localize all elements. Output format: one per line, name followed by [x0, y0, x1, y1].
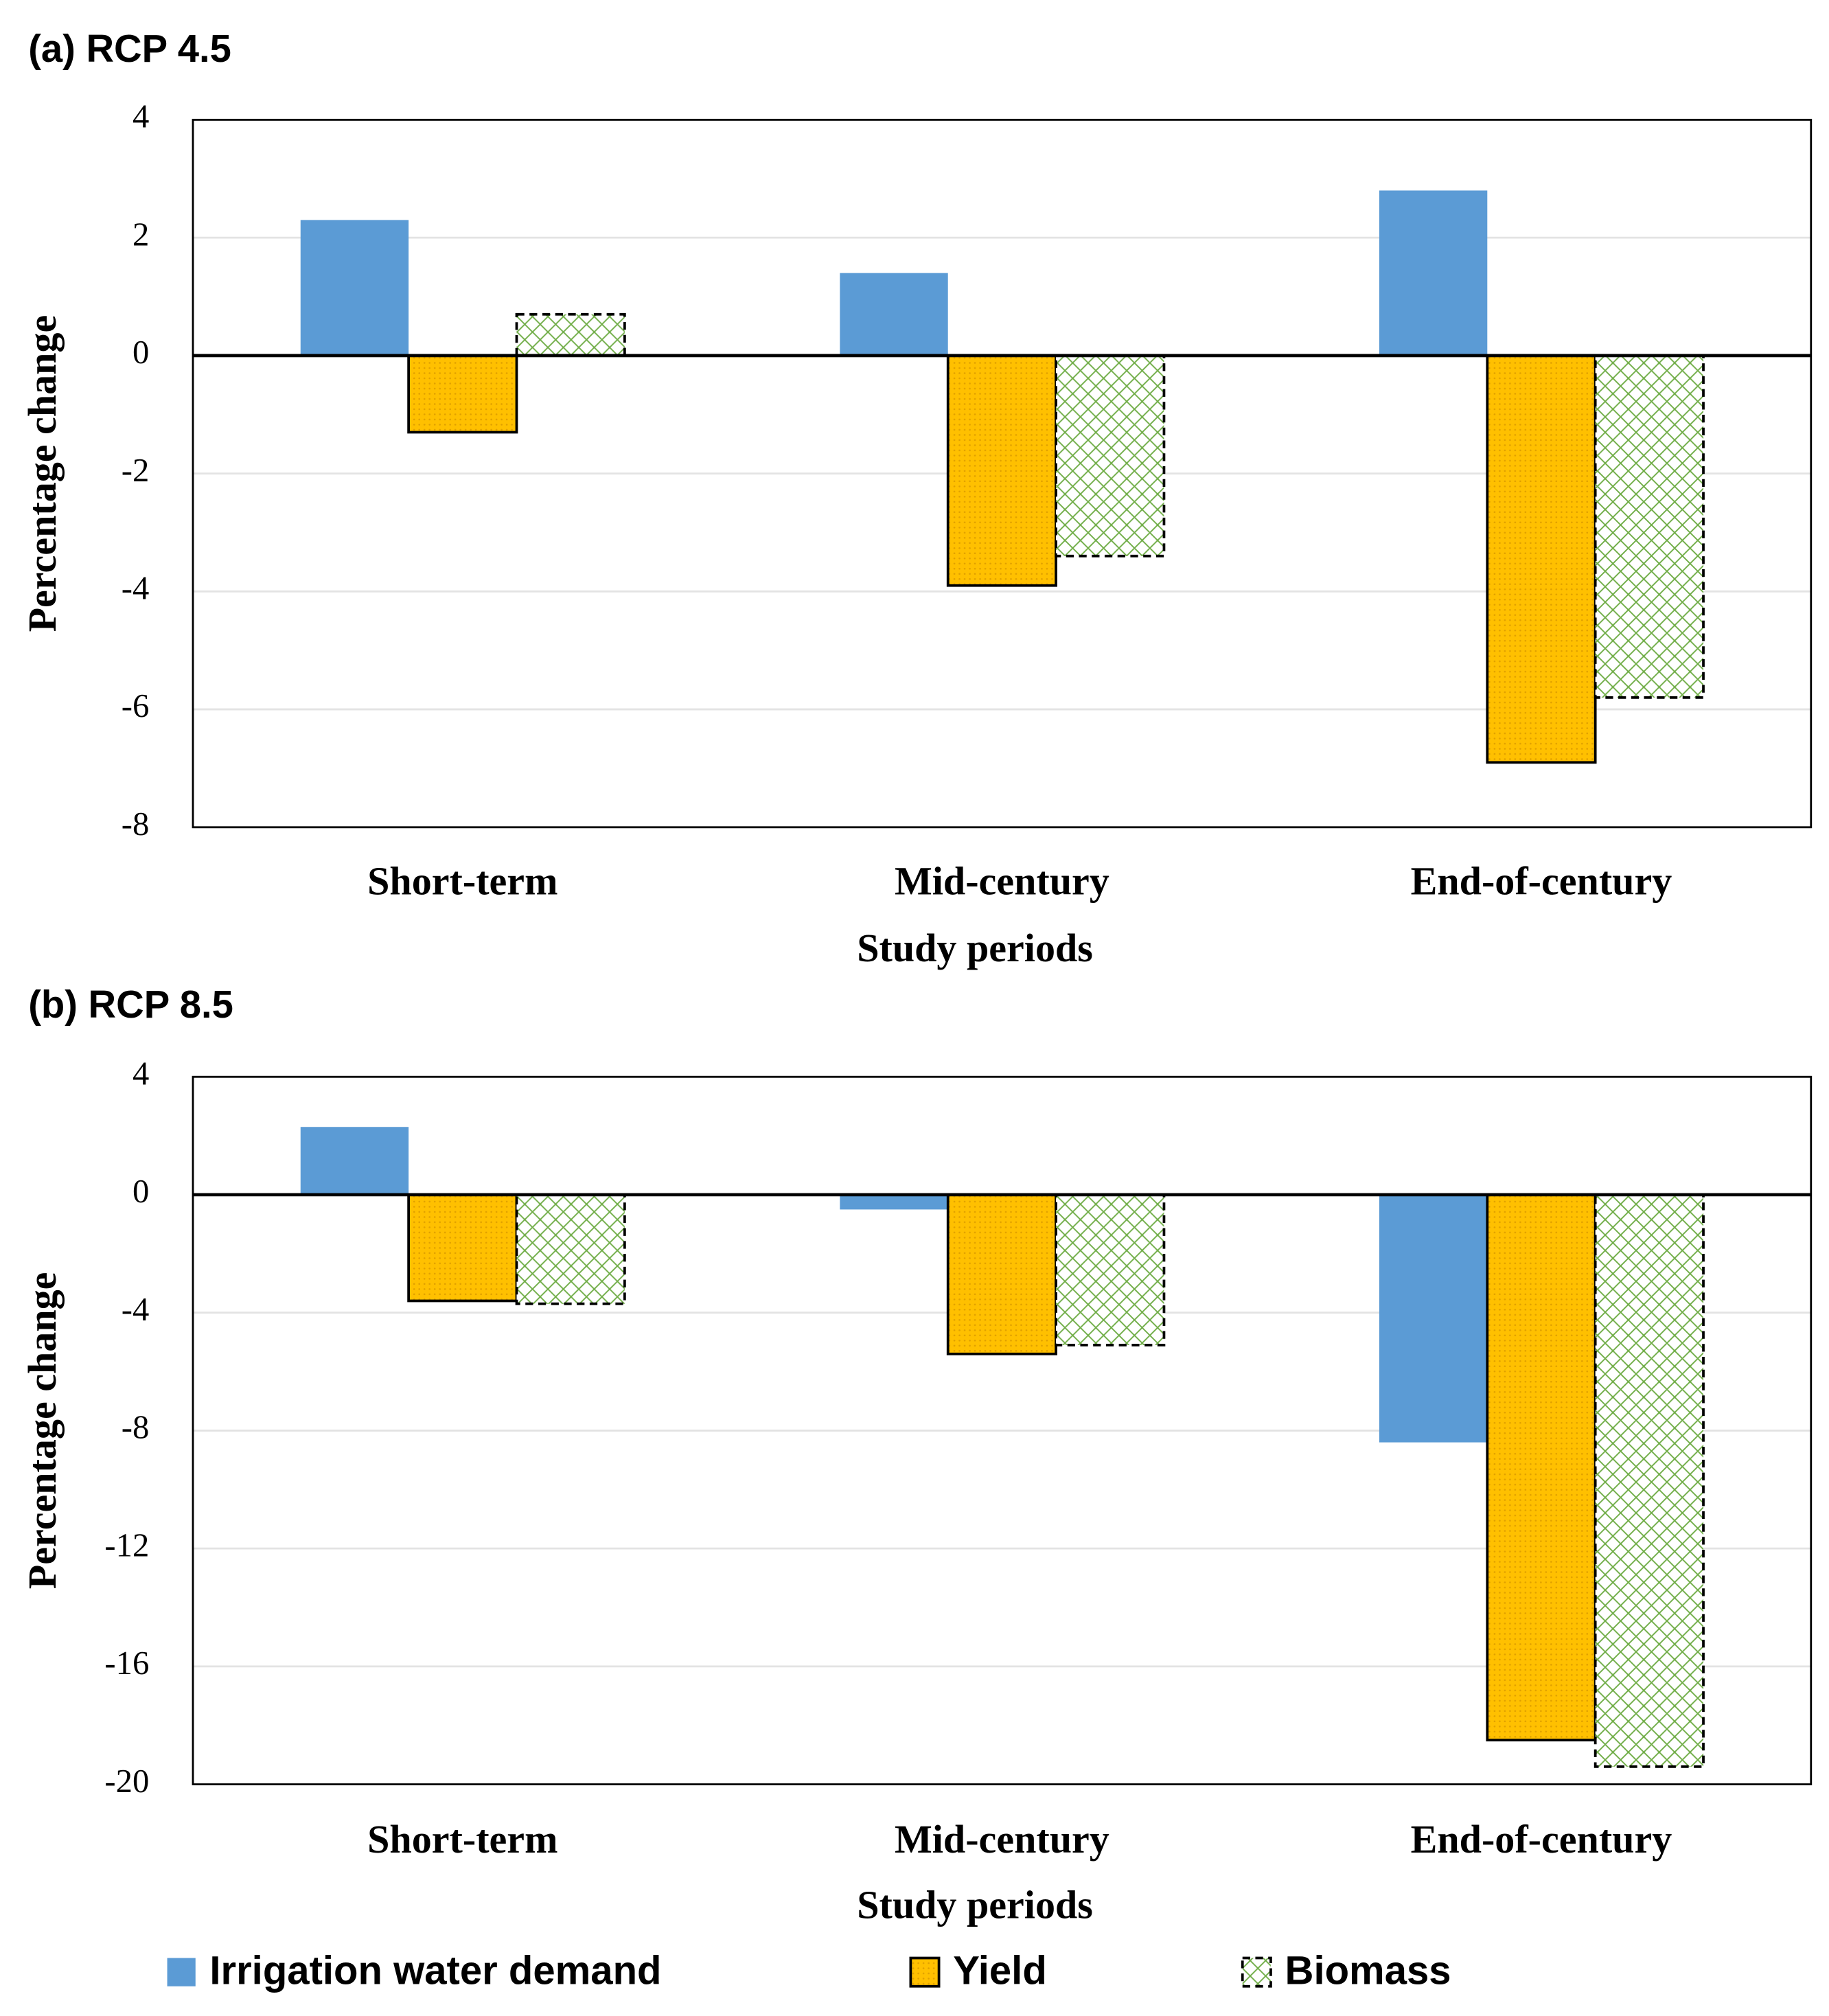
bar	[1486, 1193, 1597, 1742]
y-tick-label: -20	[104, 1763, 149, 1800]
bar	[840, 273, 948, 356]
y-tick-label: -4	[122, 569, 150, 606]
y-axis-title: Percentage change	[20, 315, 65, 632]
bar	[1055, 354, 1166, 558]
y-tick-label: 4	[133, 98, 149, 135]
x-axis-title: Study periods	[857, 1883, 1093, 1927]
x-tick-label: Mid-century	[895, 858, 1109, 903]
legend-swatch	[167, 1958, 196, 1986]
x-tick-label: End-of-century	[1411, 858, 1672, 903]
bar	[300, 220, 409, 356]
bar	[407, 1193, 518, 1303]
bar	[300, 1127, 409, 1195]
legend-label: Biomass	[1285, 1948, 1451, 1993]
bar	[1594, 1193, 1705, 1768]
plot-frame	[192, 1075, 1813, 1786]
legend-label: Yield	[953, 1948, 1047, 1993]
bar	[840, 1194, 948, 1210]
bar	[1055, 1193, 1166, 1347]
x-axis-title: Study periods	[857, 926, 1093, 970]
x-tick-label: End-of-century	[1411, 1817, 1672, 1862]
bar	[946, 1193, 1057, 1355]
y-axis-title: Percentage change	[20, 1272, 65, 1590]
y-tick-label: -12	[104, 1526, 149, 1563]
y-tick-label: 0	[133, 334, 149, 371]
bar	[1594, 354, 1705, 699]
bar	[407, 354, 518, 434]
y-tick-label: -8	[122, 805, 150, 843]
bar	[1486, 354, 1597, 764]
bar	[1379, 190, 1488, 356]
legend-swatch	[909, 1956, 941, 1988]
x-tick-label: Short-term	[367, 858, 557, 903]
y-tick-label: -8	[122, 1409, 150, 1446]
chart-title: (b) RCP 8.5	[28, 983, 233, 1026]
bar	[1379, 1194, 1488, 1443]
y-tick-label: -16	[104, 1645, 149, 1682]
x-tick-label: Mid-century	[895, 1817, 1109, 1862]
y-tick-label: -6	[122, 687, 150, 724]
bar	[946, 354, 1057, 587]
y-tick-label: 2	[133, 216, 149, 253]
y-tick-label: 0	[133, 1173, 149, 1210]
legend-label: Irrigation water demand	[209, 1948, 661, 1993]
y-tick-label: 4	[133, 1055, 149, 1092]
bar	[515, 1193, 626, 1305]
bar	[515, 312, 626, 357]
y-tick-label: -4	[122, 1291, 150, 1328]
chart-title: (a) RCP 4.5	[28, 27, 231, 70]
legend-swatch	[1241, 1956, 1272, 1988]
plot-frame	[192, 119, 1813, 829]
x-tick-label: Short-term	[367, 1817, 557, 1862]
y-tick-label: -2	[122, 452, 150, 489]
